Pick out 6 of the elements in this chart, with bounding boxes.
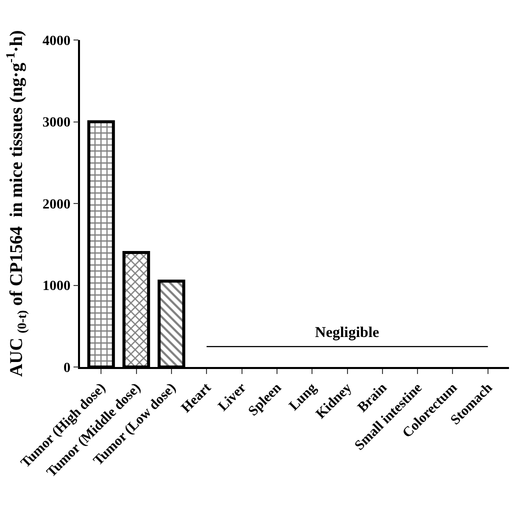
y-tick-label: 3000 [42,116,70,131]
y-tick-label: 4000 [42,34,70,49]
series-label: Negligible [315,325,380,341]
y-tick-label: 2000 [42,197,70,212]
y-tick-label: 1000 [42,279,70,294]
y-tick-label: 0 [63,360,70,376]
